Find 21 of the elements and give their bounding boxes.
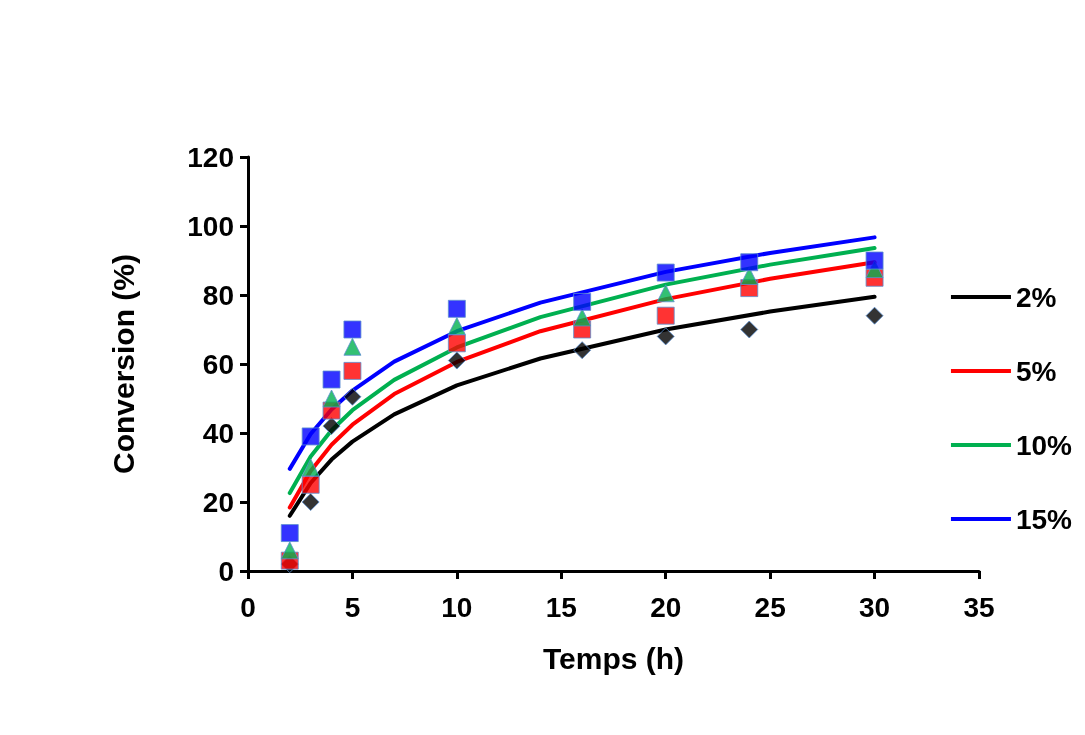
- x-tick-label: 20: [650, 591, 682, 623]
- x-tick-label: 10: [441, 591, 473, 623]
- y-tick-label: 20: [202, 486, 234, 518]
- x-axis-title: Temps (h): [542, 641, 685, 675]
- y-axis-title: Conversion (%): [106, 253, 140, 475]
- x-tick-label: 15: [545, 591, 577, 623]
- x-tick-label: 25: [754, 591, 786, 623]
- legend-label: 2%: [1015, 281, 1057, 313]
- y-tick-label: 60: [202, 348, 234, 380]
- y-tick-label: 120: [187, 141, 234, 173]
- x-tick-label: 5: [344, 591, 361, 623]
- legend-label: 15%: [1015, 503, 1073, 535]
- y-tick-label: 40: [202, 417, 234, 449]
- y-tick-label: 80: [202, 279, 234, 311]
- legend-label: 5%: [1015, 355, 1057, 387]
- x-tick-label: 0: [240, 591, 256, 623]
- y-tick-label: 0: [218, 555, 234, 587]
- x-tick-label: 30: [858, 591, 891, 623]
- legend-label: 10%: [1015, 429, 1073, 461]
- y-tick-label: 100: [187, 210, 234, 242]
- x-tick-label: 35: [963, 591, 995, 623]
